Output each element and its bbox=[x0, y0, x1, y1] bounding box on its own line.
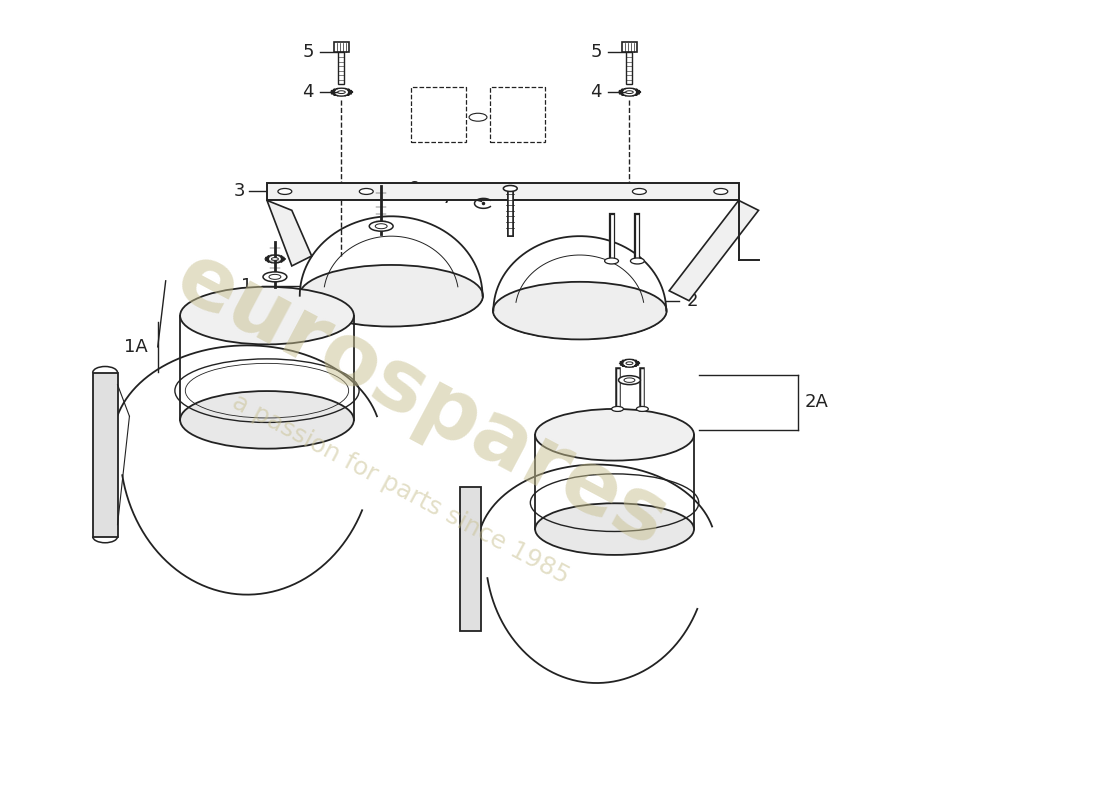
Ellipse shape bbox=[180, 391, 354, 449]
Ellipse shape bbox=[469, 114, 487, 121]
Ellipse shape bbox=[278, 189, 292, 194]
Polygon shape bbox=[669, 200, 759, 301]
Polygon shape bbox=[267, 200, 311, 266]
Ellipse shape bbox=[626, 90, 634, 94]
Bar bbox=[621, 42, 637, 53]
Text: 5: 5 bbox=[590, 43, 602, 62]
Ellipse shape bbox=[338, 90, 345, 94]
Ellipse shape bbox=[272, 258, 278, 260]
Text: 7: 7 bbox=[441, 190, 453, 207]
Text: a passion for parts since 1985: a passion for parts since 1985 bbox=[229, 390, 574, 589]
Ellipse shape bbox=[535, 409, 694, 461]
Ellipse shape bbox=[299, 265, 483, 326]
Ellipse shape bbox=[504, 186, 517, 191]
Text: eurospares: eurospares bbox=[161, 235, 681, 565]
Bar bbox=[339, 53, 344, 84]
Ellipse shape bbox=[714, 189, 728, 194]
Ellipse shape bbox=[180, 286, 354, 344]
Bar bbox=[92, 373, 118, 537]
Bar bbox=[411, 87, 465, 142]
Ellipse shape bbox=[360, 189, 373, 194]
Text: 4: 4 bbox=[590, 83, 602, 101]
Text: 2A: 2A bbox=[804, 394, 828, 411]
Text: 4: 4 bbox=[302, 83, 313, 101]
Text: 2: 2 bbox=[688, 292, 698, 310]
Bar bbox=[460, 487, 482, 631]
Ellipse shape bbox=[375, 224, 387, 229]
Ellipse shape bbox=[493, 282, 667, 339]
Ellipse shape bbox=[370, 222, 393, 231]
Ellipse shape bbox=[612, 406, 624, 411]
Bar bbox=[333, 42, 350, 53]
Ellipse shape bbox=[630, 258, 645, 264]
Ellipse shape bbox=[632, 189, 647, 194]
Ellipse shape bbox=[263, 272, 287, 282]
Text: 1A: 1A bbox=[124, 338, 147, 356]
Ellipse shape bbox=[637, 406, 648, 411]
Bar bbox=[491, 87, 544, 142]
Text: 6: 6 bbox=[407, 181, 419, 198]
Ellipse shape bbox=[626, 362, 632, 365]
Ellipse shape bbox=[624, 378, 635, 382]
Text: 3: 3 bbox=[233, 182, 245, 201]
Ellipse shape bbox=[618, 376, 640, 385]
Text: 5: 5 bbox=[302, 43, 313, 62]
Ellipse shape bbox=[270, 274, 280, 279]
Ellipse shape bbox=[605, 258, 618, 264]
Bar bbox=[627, 53, 632, 84]
Ellipse shape bbox=[535, 503, 694, 555]
Bar bbox=[267, 182, 739, 200]
Text: 1: 1 bbox=[241, 277, 252, 294]
